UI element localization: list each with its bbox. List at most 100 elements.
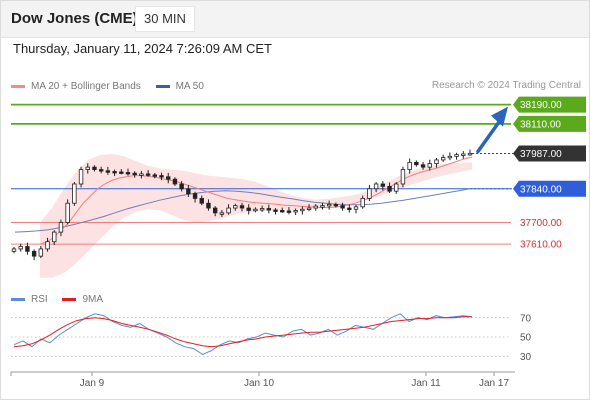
candle-body bbox=[172, 178, 178, 185]
candle-body bbox=[300, 208, 305, 212]
target-arrow-head bbox=[491, 106, 508, 127]
candle-body bbox=[179, 183, 184, 190]
rsi-tick-label-30: 30 bbox=[520, 352, 532, 363]
candle-body bbox=[280, 210, 285, 213]
bollinger-band bbox=[40, 153, 472, 278]
candle-body bbox=[92, 166, 97, 170]
candle-body bbox=[407, 161, 412, 170]
candle-body bbox=[199, 198, 204, 204]
candle-body bbox=[340, 205, 345, 209]
interval-button[interactable]: 30 MIN bbox=[135, 6, 195, 32]
candle-body bbox=[219, 212, 225, 215]
price-legend: MA 20 + Bollinger Bands MA 50 bbox=[11, 80, 216, 92]
candle-body bbox=[427, 163, 432, 168]
candle-body bbox=[125, 172, 131, 175]
candle-body bbox=[394, 183, 399, 192]
candle-body bbox=[367, 188, 372, 199]
price-label-3: 37987.00 bbox=[520, 149, 562, 160]
candle-body bbox=[25, 246, 30, 252]
candle-body bbox=[266, 208, 272, 211]
rsi-tick-label-70: 70 bbox=[520, 313, 532, 324]
candle-body bbox=[360, 198, 365, 208]
legend-label-ma20: MA 20 + Bollinger Bands bbox=[31, 81, 141, 92]
candle-body bbox=[139, 173, 144, 176]
candle-body bbox=[212, 207, 218, 214]
candle-body bbox=[420, 164, 426, 168]
candle-body bbox=[119, 171, 124, 174]
price-label-6: 37610.00 bbox=[520, 240, 562, 251]
candle-body bbox=[273, 209, 278, 212]
ma50-line bbox=[14, 188, 471, 233]
legend-item-ma50: MA 50 bbox=[155, 81, 204, 92]
price-label-bg-1 bbox=[513, 96, 586, 113]
price-label-bg-3 bbox=[513, 145, 586, 162]
candle-body bbox=[306, 207, 312, 210]
candle-body bbox=[226, 207, 231, 214]
candle-body bbox=[347, 207, 352, 210]
candle-body bbox=[373, 183, 379, 190]
candle-body bbox=[85, 166, 90, 170]
candle-body bbox=[400, 169, 406, 185]
candle-body bbox=[72, 183, 77, 204]
header-bar: Dow Jones (CME) 30 MIN bbox=[0, 0, 590, 38]
legend-swatch-rsi bbox=[11, 298, 25, 301]
candle-body bbox=[434, 159, 439, 164]
rsi-tick-label-50: 50 bbox=[520, 333, 532, 344]
candle-body bbox=[52, 231, 57, 243]
candle-body bbox=[414, 161, 419, 166]
candle-body bbox=[293, 210, 298, 213]
candle-body bbox=[461, 153, 466, 156]
candle-body bbox=[38, 248, 44, 257]
candle-body bbox=[326, 204, 332, 207]
candle-body bbox=[186, 188, 191, 195]
candle-body bbox=[253, 208, 258, 212]
target-arrow-shaft bbox=[476, 118, 502, 154]
x-tick-label-3: Jan 11 bbox=[411, 378, 441, 389]
price-label-bg-4 bbox=[513, 180, 586, 197]
timestamp: Thursday, January 11, 2024 7:26:09 AM CE… bbox=[13, 41, 272, 56]
legend-swatch-ma20 bbox=[11, 85, 25, 88]
x-tick-label-4: Jan 17 bbox=[479, 378, 509, 389]
candle-body bbox=[259, 208, 265, 211]
candle-body bbox=[239, 205, 245, 209]
candle-body bbox=[98, 169, 104, 172]
candle-body bbox=[18, 246, 23, 250]
legend-label-rsi: RSI bbox=[31, 294, 48, 305]
candle-body bbox=[58, 222, 64, 233]
candle-body bbox=[320, 205, 325, 208]
rsi-ma-line bbox=[13, 316, 472, 348]
candle-body bbox=[467, 153, 473, 156]
x-tick-label-1: Jan 9 bbox=[80, 378, 105, 389]
candle-body bbox=[333, 204, 339, 207]
candle-body bbox=[313, 205, 318, 209]
legend-swatch-9ma bbox=[62, 298, 77, 301]
instrument-title: Dow Jones (CME) bbox=[11, 10, 138, 27]
candle-body bbox=[192, 193, 198, 199]
candle-body bbox=[105, 170, 111, 173]
candle-body bbox=[112, 171, 117, 174]
candle-body bbox=[132, 172, 137, 176]
candle-body bbox=[454, 154, 459, 157]
price-label-5: 37700.00 bbox=[520, 218, 562, 229]
candle-body bbox=[233, 205, 238, 209]
candle-body bbox=[31, 250, 37, 257]
legend-item-9ma: 9MA bbox=[62, 294, 103, 305]
candle-body bbox=[45, 241, 50, 250]
legend-item-rsi: RSI bbox=[11, 294, 48, 305]
price-label-1: 38190.00 bbox=[520, 100, 562, 111]
candle-body bbox=[78, 169, 84, 185]
candle-body bbox=[387, 185, 392, 192]
ma20-line bbox=[39, 156, 473, 245]
candle-body bbox=[11, 248, 17, 252]
candle-body bbox=[353, 206, 359, 210]
legend-swatch-ma50 bbox=[155, 85, 170, 88]
legend-label-9ma: 9MA bbox=[82, 294, 104, 305]
candle-body bbox=[65, 202, 70, 223]
candle-body bbox=[159, 175, 164, 178]
candle-body bbox=[152, 174, 158, 177]
candle-body bbox=[380, 183, 386, 187]
x-tick-label-2: Jan 10 bbox=[244, 378, 274, 389]
rsi-legend: RSI 9MA bbox=[11, 293, 115, 305]
price-label-4: 37840.00 bbox=[520, 184, 562, 195]
